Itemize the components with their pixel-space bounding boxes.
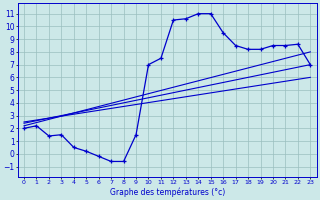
X-axis label: Graphe des températures (°c): Graphe des températures (°c) — [109, 187, 225, 197]
